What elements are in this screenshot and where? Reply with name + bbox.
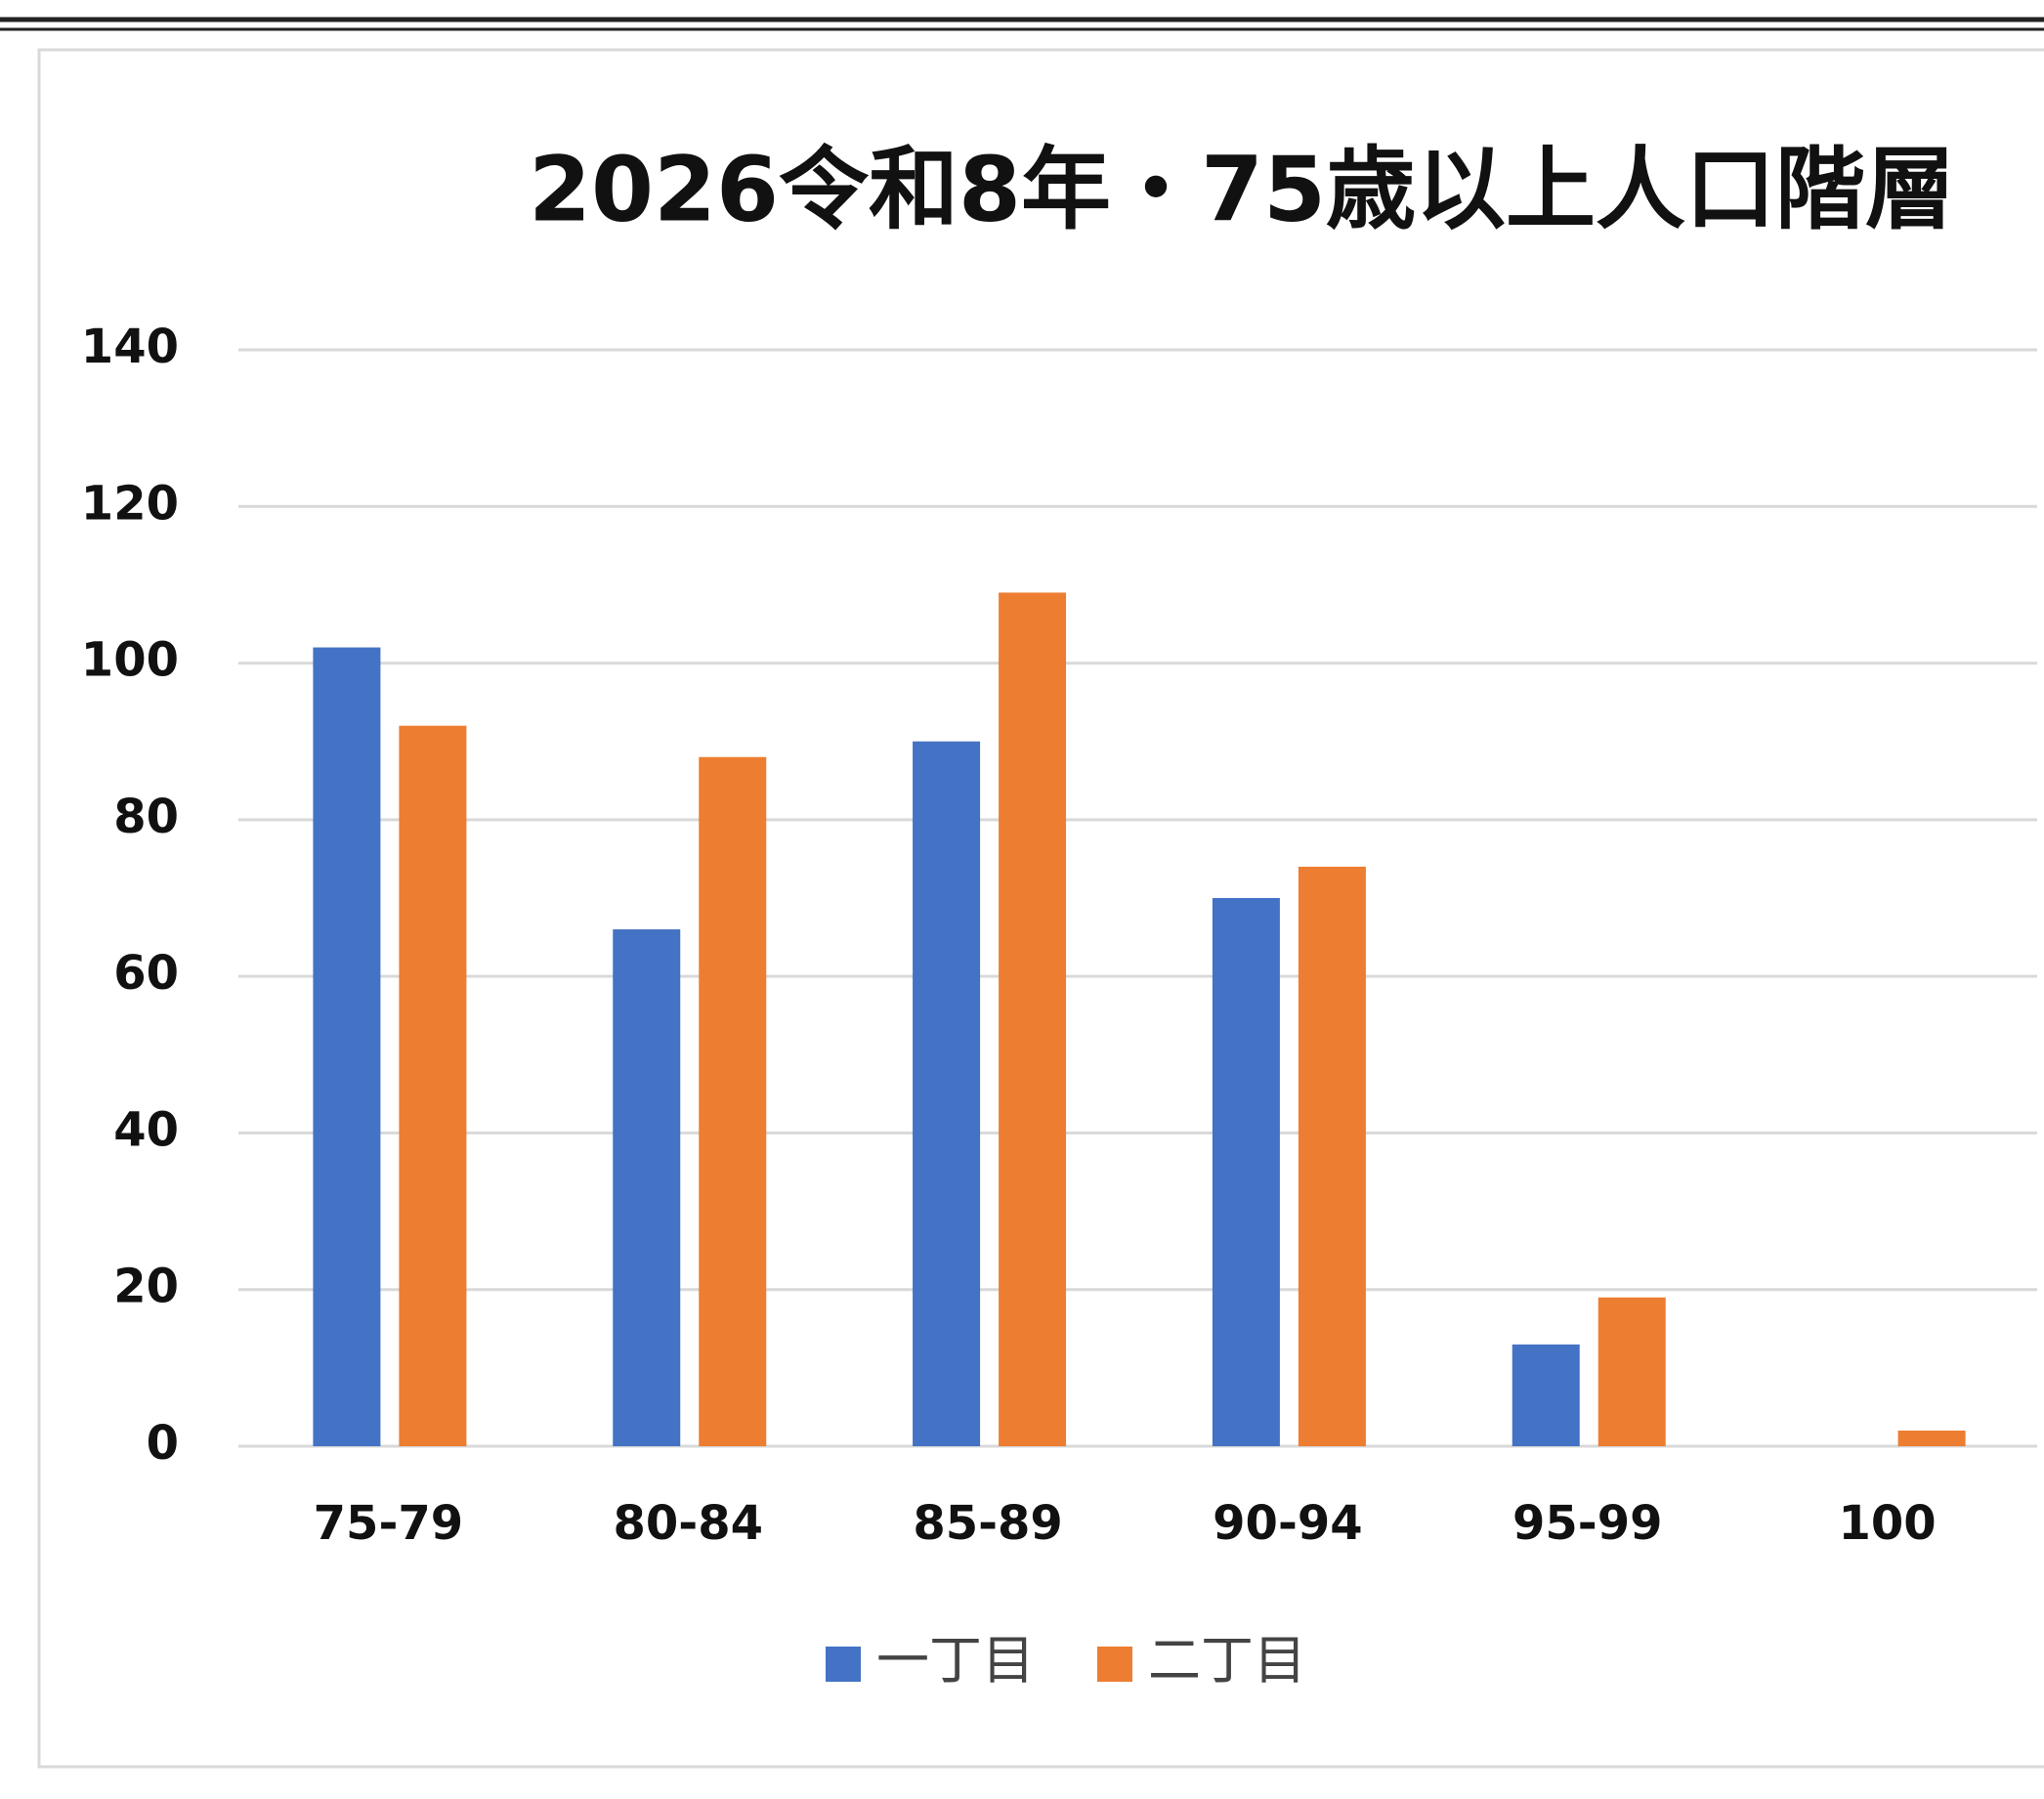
x-tick-label: 95-99 xyxy=(1512,1496,1663,1551)
y-tick-label: 80 xyxy=(113,790,179,844)
y-tick-label: 60 xyxy=(113,946,179,1001)
chart-title: 2026令和8年・75歳以上人口階層 xyxy=(529,137,1955,241)
y-tick-label: 20 xyxy=(113,1260,179,1314)
legend-swatch xyxy=(1097,1647,1132,1682)
bar xyxy=(1298,866,1366,1446)
bar xyxy=(313,647,381,1446)
legend-swatch xyxy=(826,1647,861,1682)
y-tick-label: 100 xyxy=(81,633,179,688)
bar xyxy=(999,592,1067,1446)
bar xyxy=(1212,898,1280,1446)
x-tick-label: 100 xyxy=(1838,1496,1936,1551)
bar xyxy=(913,741,981,1446)
x-tick-label: 80-84 xyxy=(613,1496,763,1551)
bar xyxy=(613,929,681,1446)
legend-label: 二丁目 xyxy=(1148,1630,1306,1692)
x-tick-label: 90-94 xyxy=(1213,1496,1363,1551)
bar xyxy=(1512,1344,1580,1446)
x-tick-label: 75-79 xyxy=(314,1496,464,1551)
bar xyxy=(1597,1297,1666,1446)
bar xyxy=(1897,1430,1966,1446)
y-tick-label: 120 xyxy=(81,476,179,531)
y-tick-label: 0 xyxy=(147,1416,179,1471)
x-tick-label: 85-89 xyxy=(913,1496,1063,1551)
y-tick-label: 40 xyxy=(113,1102,179,1157)
legend-label: 一丁目 xyxy=(876,1630,1035,1692)
y-tick-label: 140 xyxy=(81,320,179,374)
bar xyxy=(699,756,767,1446)
bar xyxy=(399,725,467,1446)
